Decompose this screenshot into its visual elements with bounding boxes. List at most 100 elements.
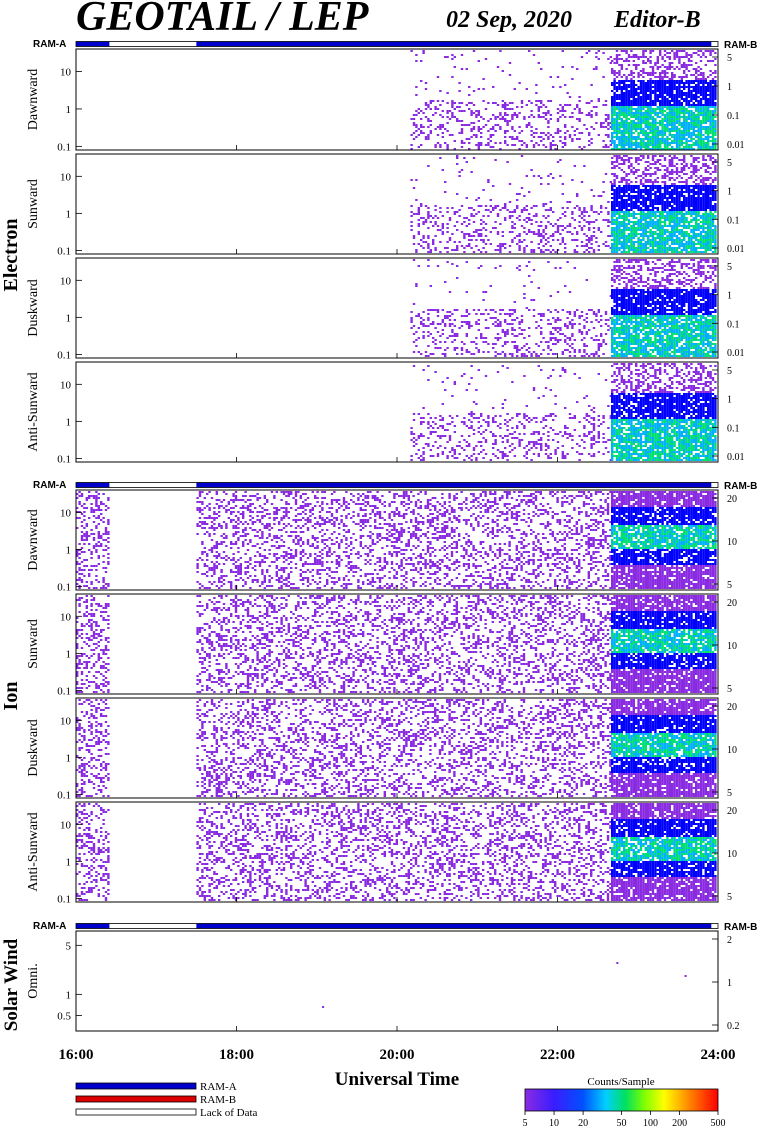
electron-panel-sunward-pixel — [707, 191, 709, 193]
electron-panel-sunward-pixel — [547, 175, 549, 177]
electron-panel-sunward-pixel — [709, 185, 711, 187]
electron-panel-dawnward-pixel — [697, 100, 699, 102]
electron-panel-dawnward-pixel — [538, 62, 540, 64]
electron-panel-sunward-pixel — [623, 239, 625, 241]
electron-panel-dawnward-pixel — [690, 104, 692, 106]
electron-panel-duskward-pixel — [437, 309, 439, 311]
electron-panel-sunward-pixel — [690, 245, 692, 247]
electron-panel-duskward-pixel — [538, 287, 540, 289]
electron-panel-dawnward-pixel — [621, 118, 623, 120]
electron-panel-dawnward-pixel — [526, 126, 528, 128]
electron-panel-dawnward-pixel — [700, 50, 702, 52]
electron-panel-duskward-pixel — [547, 353, 549, 355]
electron-panel-sunward-pixel — [616, 247, 618, 249]
electron-panel-dawnward-pixel — [676, 90, 678, 92]
electron-panel-sunward-pixel — [613, 245, 615, 247]
electron-panel-dawnward-pixel — [635, 90, 637, 92]
electron-panel-sunward-pixel — [678, 229, 680, 231]
electron-panel-sunward-pixel — [482, 227, 484, 229]
electron-panel-duskward-pixel — [611, 335, 613, 337]
electron-panel-sunward-pixel — [432, 243, 434, 245]
electron-panel-duskward-pixel — [598, 345, 600, 347]
electron-panel-dawnward-pixel — [712, 94, 714, 96]
electron-panel-dawnward-pixel — [685, 66, 687, 68]
electron-panel-dawnward-pixel — [671, 104, 673, 106]
electron-panel-dawnward-pixel — [458, 132, 460, 134]
electron-panel-duskward-pixel — [418, 315, 420, 317]
electron-panel-duskward-pixel — [499, 353, 501, 355]
electron-panel-sunward-pixel — [649, 185, 651, 187]
electron-panel-dawnward-pixel — [685, 118, 687, 120]
electron-panel-sunward-pixel — [616, 159, 618, 161]
electron-panel-duskward-pixel — [625, 295, 627, 297]
electron-panel-sunward-pixel — [630, 189, 632, 191]
electron-panel-duskward-pixel — [611, 293, 613, 295]
electron-panel-dawnward-pixel — [628, 106, 630, 108]
electron-panel-sunward-pixel — [709, 159, 711, 161]
electron-panel-sunward-pixel — [685, 197, 687, 199]
electron-panel-sunward-pixel — [640, 191, 642, 193]
electron-panel-sunward-pixel — [697, 187, 699, 189]
electron-panel-sunward-pixel — [702, 197, 704, 199]
electron-panel-dawnward-pixel — [695, 84, 697, 86]
electron-panel-sunward-pixel — [683, 205, 685, 207]
electron-panel-dawnward-pixel — [499, 114, 501, 116]
electron-panel-dawnward-pixel — [425, 102, 427, 104]
electron-panel-duskward-pixel — [611, 351, 613, 353]
electron-panel-duskward-pixel — [574, 267, 576, 269]
electron-panel-sunward-pixel — [581, 211, 583, 213]
electron-panel-sunward-pixel — [451, 249, 453, 251]
electron-panel-sunward-pixel — [647, 173, 649, 175]
electron-panel-sunward-pixel — [511, 225, 513, 227]
electron-panel-sunward-pixel — [630, 235, 632, 237]
electron-panel-dawnward-pixel — [676, 106, 678, 108]
electron-panel-sunward-pixel — [664, 219, 666, 221]
electron-panel-sunward-pixel — [475, 213, 477, 215]
electron-panel-sunward-pixel — [676, 251, 678, 253]
electron-panel-duskward-pixel — [618, 289, 620, 291]
electron-panel-duskward-pixel — [538, 345, 540, 347]
electron-panel-dawnward-pixel — [621, 140, 623, 142]
electron-panel-duskward-pixel — [578, 351, 580, 353]
electron-panel-dawnward-pixel — [552, 144, 554, 146]
electron-panel-sunward-pixel — [697, 191, 699, 193]
electron-panel-duskward-pixel — [449, 291, 451, 293]
electron-panel-dawnward-pixel — [645, 72, 647, 74]
electron-panel-dawnward-pixel — [535, 142, 537, 144]
electron-panel-sunward-pixel — [633, 167, 635, 169]
electron-panel-dawnward-pixel — [649, 52, 651, 54]
electron-panel-duskward-pixel — [480, 335, 482, 337]
electron-panel-sunward-pixel — [583, 165, 585, 167]
electron-panel-duskward-pixel — [616, 343, 618, 345]
electron-panel-sunward-pixel — [709, 183, 711, 185]
electron-panel-sunward-pixel — [430, 221, 432, 223]
electron-panel-duskward-pixel — [595, 339, 597, 341]
electron-panel-sunward-pixel — [693, 219, 695, 221]
electron-panel-sunward-pixel — [564, 215, 566, 217]
electron-panel-sunward-pixel — [666, 187, 668, 189]
electron-panel-duskward-pixel — [413, 341, 415, 343]
electron-panel-sunward-pixel — [616, 233, 618, 235]
electron-panel-dawnward-pixel — [633, 104, 635, 106]
electron-panel-dawnward-pixel — [637, 94, 639, 96]
electron-panel-sunward-pixel — [683, 191, 685, 193]
electron-panel-duskward-pixel — [621, 341, 623, 343]
electron-panel-sunward-pixel — [664, 187, 666, 189]
electron-panel-duskward-pixel — [566, 325, 568, 327]
electron-panel-duskward-pixel — [456, 277, 458, 279]
electron-panel-sunward-pixel — [690, 249, 692, 251]
electron-panel-sunward-pixel — [702, 185, 704, 187]
electron-panel-dawnward-pixel — [678, 146, 680, 148]
electron-panel-dawnward-pixel — [635, 146, 637, 148]
electron-panel-dawnward-pixel — [526, 104, 528, 106]
electron-panel-sunward-pixel — [705, 171, 707, 173]
electron-panel-sunward-pixel — [623, 237, 625, 239]
electron-panel-sunward-pixel — [637, 241, 639, 243]
electron-panel-duskward-pixel — [613, 327, 615, 329]
electron-panel-sunward-pixel — [538, 235, 540, 237]
electron-panel-sunward-pixel — [623, 215, 625, 217]
electron-panel-sunward-pixel — [661, 197, 663, 199]
electron-panel-sunward-pixel — [635, 217, 637, 219]
electron-panel-sunward-pixel — [659, 221, 661, 223]
electron-panel-sunward-pixel — [545, 227, 547, 229]
